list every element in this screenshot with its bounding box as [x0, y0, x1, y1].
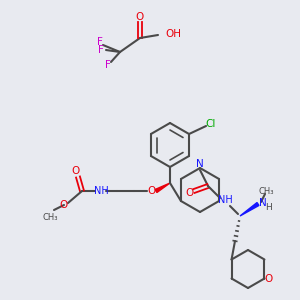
Text: OH: OH: [165, 29, 181, 39]
Text: O: O: [264, 274, 273, 284]
Text: O: O: [136, 12, 144, 22]
Text: H: H: [265, 203, 272, 212]
Text: F: F: [98, 45, 104, 55]
Text: N: N: [259, 198, 267, 208]
Text: F: F: [105, 60, 111, 70]
Text: O: O: [147, 186, 155, 196]
Text: O: O: [186, 188, 194, 198]
Polygon shape: [240, 202, 259, 216]
Text: F: F: [97, 37, 103, 47]
Text: CH₃: CH₃: [258, 188, 274, 196]
Text: CH₃: CH₃: [42, 212, 58, 221]
Text: N: N: [196, 159, 204, 169]
Text: O: O: [71, 166, 79, 176]
Text: O: O: [60, 200, 68, 210]
Text: Cl: Cl: [206, 119, 216, 129]
Polygon shape: [155, 183, 170, 193]
Text: NH: NH: [218, 195, 232, 205]
Text: NH: NH: [94, 186, 108, 196]
